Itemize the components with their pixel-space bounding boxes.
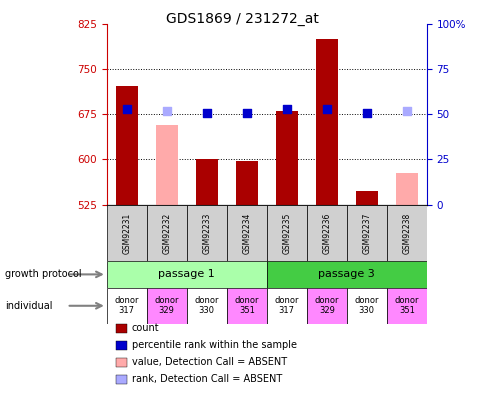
Bar: [306, 205, 346, 261]
Bar: [106, 205, 146, 261]
Bar: [395, 173, 417, 205]
Text: percentile rank within the sample: percentile rank within the sample: [132, 340, 296, 350]
Text: GSM92237: GSM92237: [362, 212, 371, 254]
Bar: [346, 288, 386, 324]
Bar: [386, 288, 426, 324]
Bar: [386, 205, 426, 261]
Bar: [266, 261, 426, 288]
Text: donor
351: donor 351: [234, 296, 258, 315]
Text: count: count: [132, 323, 159, 333]
Point: [282, 106, 290, 112]
Point: [362, 109, 370, 116]
Text: passage 1: passage 1: [158, 269, 215, 279]
Bar: [266, 205, 306, 261]
Point: [163, 108, 170, 114]
Text: GSM92231: GSM92231: [122, 212, 131, 254]
Text: donor
329: donor 329: [154, 296, 179, 315]
Bar: [226, 205, 266, 261]
Text: rank, Detection Call = ABSENT: rank, Detection Call = ABSENT: [132, 374, 282, 384]
Text: growth protocol: growth protocol: [5, 269, 81, 279]
Text: GSM92234: GSM92234: [242, 212, 251, 254]
Point: [202, 109, 210, 116]
Bar: [106, 261, 266, 288]
Bar: [146, 205, 186, 261]
Bar: [315, 39, 337, 205]
Bar: [306, 288, 346, 324]
Bar: [266, 288, 306, 324]
Text: GSM92238: GSM92238: [401, 212, 410, 254]
Text: donor
351: donor 351: [393, 296, 418, 315]
Bar: [346, 205, 386, 261]
Bar: [186, 205, 226, 261]
Text: GSM92236: GSM92236: [321, 212, 331, 254]
Bar: [235, 161, 257, 205]
Text: GSM92233: GSM92233: [202, 212, 211, 254]
Bar: [186, 288, 226, 324]
Point: [402, 108, 410, 114]
Text: GDS1869 / 231272_at: GDS1869 / 231272_at: [166, 12, 318, 26]
Text: GSM92232: GSM92232: [162, 212, 171, 254]
Bar: [155, 125, 177, 205]
Text: donor
330: donor 330: [194, 296, 219, 315]
Bar: [226, 288, 266, 324]
Point: [242, 109, 250, 116]
Bar: [355, 191, 377, 205]
Bar: [196, 159, 217, 205]
Text: donor
317: donor 317: [274, 296, 299, 315]
Text: passage 3: passage 3: [318, 269, 375, 279]
Bar: [146, 288, 186, 324]
Text: individual: individual: [5, 301, 52, 311]
Text: donor
330: donor 330: [354, 296, 378, 315]
Bar: [275, 111, 297, 205]
Bar: [116, 86, 137, 205]
Point: [322, 106, 330, 112]
Bar: [106, 288, 146, 324]
Text: donor
329: donor 329: [314, 296, 338, 315]
Text: GSM92235: GSM92235: [282, 212, 291, 254]
Point: [122, 106, 130, 112]
Text: value, Detection Call = ABSENT: value, Detection Call = ABSENT: [132, 357, 287, 367]
Text: donor
317: donor 317: [114, 296, 139, 315]
